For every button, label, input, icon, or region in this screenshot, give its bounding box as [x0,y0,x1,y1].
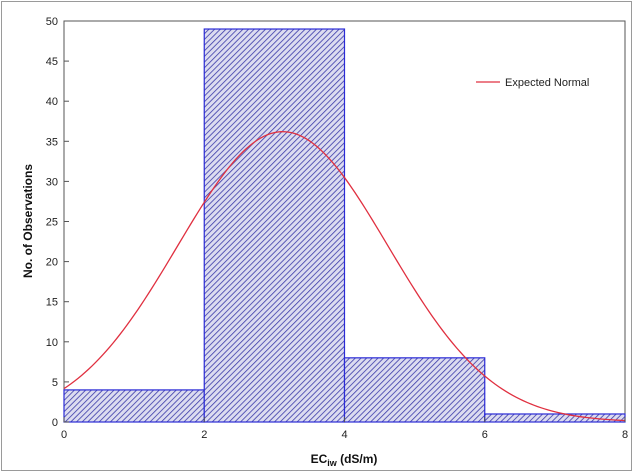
x-tick-label-6: 6 [482,429,488,441]
y-tick-label-40: 40 [46,96,58,108]
y-tick-label-35: 35 [46,136,58,148]
bars-group [63,28,626,423]
histogram-bar-0 [63,389,205,423]
legend: Expected Normal [476,77,589,89]
histogram-bar-2 [343,357,486,423]
expected-normal-curve [63,131,626,422]
y-tick-label-20: 20 [46,257,58,269]
x-tick-label-0: 0 [61,429,67,441]
curve-group [63,131,626,422]
x-axis-title: ECiw (dS/m) [311,452,378,468]
x-axis-title-subscript: iw [327,458,338,468]
x-axis-ticks: 0 2 4 6 8 [61,417,628,441]
legend-label-expected-normal: Expected Normal [505,77,589,89]
y-tick-label-5: 5 [52,377,58,389]
y-tick-label-30: 30 [46,176,58,188]
x-tick-label-8: 8 [622,429,628,441]
y-tick-label-15: 15 [46,297,58,309]
x-axis-title-unit: (dS/m) [337,452,378,466]
y-axis-title: No. of Observations [21,164,35,278]
y-tick-label-50: 50 [46,16,58,28]
y-tick-label-25: 25 [46,217,58,229]
x-axis-title-main: EC [311,452,328,466]
y-tick-label-10: 10 [46,337,58,349]
x-tick-label-4: 4 [341,429,347,441]
y-axis-ticks: 0 5 10 15 20 25 30 35 40 45 50 [46,16,69,429]
y-tick-label-0: 0 [52,417,58,429]
y-tick-label-45: 45 [46,56,58,68]
histogram-bar-1 [203,28,346,423]
x-tick-label-2: 2 [201,429,207,441]
histogram-bar-3 [484,413,626,423]
